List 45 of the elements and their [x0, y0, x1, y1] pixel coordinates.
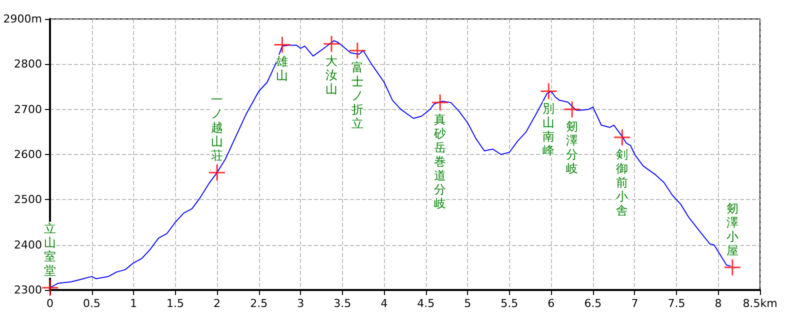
annotation: 別山南峰 [542, 101, 555, 158]
annotation: 大汝山 [325, 54, 338, 96]
x-tick-label: 3.5 [334, 297, 352, 310]
x-tick-label: 2 [214, 297, 221, 310]
x-tick-label: 8.5km [742, 297, 778, 310]
point [540, 82, 558, 100]
y-tick-label: 2600 [14, 148, 42, 161]
x-tick-label: 7.5 [668, 297, 686, 310]
x-tick-label: 5 [464, 297, 472, 310]
x-tick-label: 2.5 [250, 297, 268, 310]
x-tick-label: 6 [548, 297, 555, 310]
x-tick-label: 5.5 [500, 297, 518, 310]
point [613, 128, 631, 146]
annotation: 一ノ越山荘 [211, 92, 224, 163]
point [348, 42, 366, 60]
point [273, 36, 291, 54]
annotation: 雄山 [275, 54, 288, 83]
y-tick-label: 2300 [14, 284, 42, 296]
x-tick-label: 1.5 [166, 297, 184, 310]
annotation: 真砂岳巻道分岐 [433, 112, 446, 211]
x-tick-label: 4 [380, 297, 388, 310]
point [724, 258, 742, 276]
y-tick-label: 2500 [14, 193, 42, 206]
y-tick-label: 2700 [14, 102, 42, 116]
y-tick-label: 2400 [14, 238, 42, 252]
x-tick-label: 0 [46, 297, 54, 310]
x-tick-label: 3 [297, 297, 304, 310]
annotation: 剱澤小屋 [726, 201, 738, 258]
y-tick-label: 2900m [3, 12, 42, 26]
x-tick-label: 6.5 [584, 297, 602, 310]
x-tick-label: 7 [631, 297, 638, 310]
annotation: 剱澤分岐 [566, 119, 578, 176]
x-tick-label: 0.5 [83, 297, 101, 310]
annotation: 富士ノ折立 [351, 60, 364, 131]
point [431, 94, 449, 112]
x-tick-label: 8 [714, 297, 722, 310]
annotation: 剣御前小舎 [616, 147, 628, 218]
y-tick-label: 2800 [14, 58, 42, 71]
x-tick-label: 1 [130, 297, 138, 310]
point [563, 100, 581, 118]
point [41, 278, 59, 296]
x-tick-label: 4.5 [417, 297, 435, 310]
point [322, 35, 340, 53]
point [208, 164, 226, 182]
annotation: 立山室堂 [44, 222, 56, 278]
